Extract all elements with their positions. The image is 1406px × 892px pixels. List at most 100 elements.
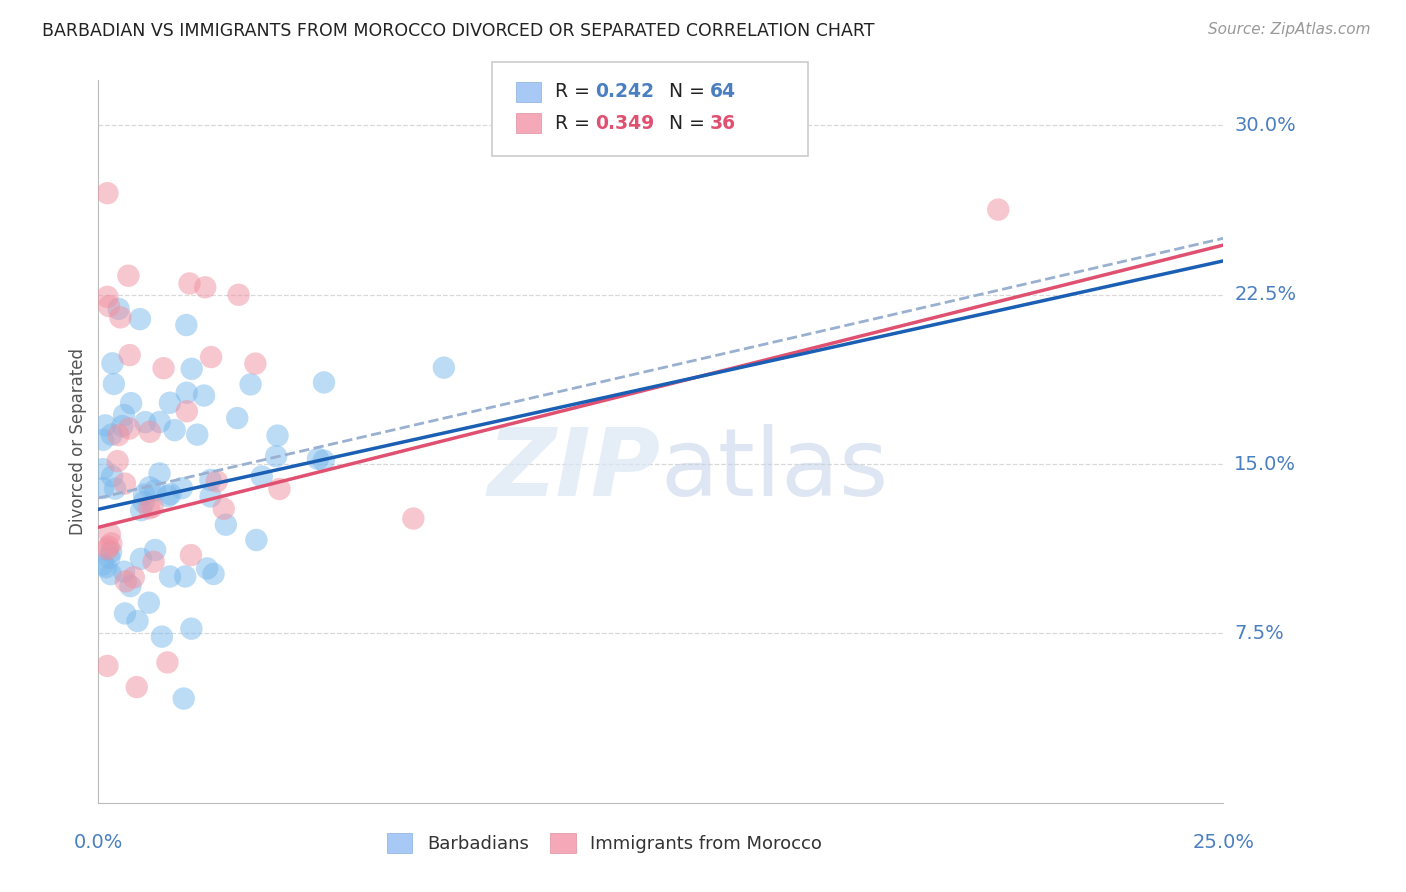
Point [122, 570, 145, 584]
Point [312, 453, 335, 467]
Point [118, 421, 141, 435]
Text: ZIP: ZIP [488, 425, 661, 516]
Point [180, 622, 202, 636]
Text: 30.0%: 30.0% [1234, 116, 1296, 135]
Text: 64: 64 [710, 82, 735, 102]
Point [91, 558, 114, 572]
Point [101, 356, 124, 370]
Text: BARBADIAN VS IMMIGRANTS FROM MOROCCO DIVORCED OR SEPARATED CORRELATION CHART: BARBADIAN VS IMMIGRANTS FROM MOROCCO DIV… [42, 22, 875, 40]
Text: N =: N = [657, 82, 710, 102]
Point [152, 361, 174, 376]
Point [114, 574, 136, 589]
Point [138, 501, 160, 516]
Text: Source: ZipAtlas.com: Source: ZipAtlas.com [1208, 22, 1371, 37]
Point [245, 533, 267, 547]
Point [91, 462, 114, 476]
Point [264, 449, 287, 463]
Point [143, 483, 166, 498]
Text: 15.0%: 15.0% [1234, 455, 1296, 474]
Point [987, 202, 1010, 217]
Point [226, 411, 249, 425]
Point [180, 548, 202, 562]
Point [307, 451, 329, 466]
Point [104, 482, 127, 496]
Point [173, 691, 195, 706]
Point [138, 596, 160, 610]
Point [269, 482, 291, 496]
Point [129, 312, 152, 326]
Point [150, 630, 173, 644]
Text: atlas: atlas [661, 425, 889, 516]
Text: 0.242: 0.242 [595, 82, 654, 102]
Point [118, 348, 141, 362]
Point [180, 361, 202, 376]
Point [101, 469, 124, 483]
Point [96, 659, 118, 673]
Point [202, 566, 225, 581]
Point [100, 567, 122, 582]
Point [100, 545, 122, 559]
Text: R =: R = [555, 82, 596, 102]
Point [170, 481, 193, 495]
Point [120, 579, 142, 593]
Point [94, 418, 117, 433]
Point [96, 186, 118, 201]
Point [114, 607, 136, 621]
Point [433, 360, 456, 375]
Point [111, 419, 134, 434]
Point [98, 550, 121, 565]
Point [129, 551, 152, 566]
Point [149, 415, 172, 429]
Point [194, 280, 217, 294]
Point [266, 428, 288, 442]
Point [176, 385, 198, 400]
Point [110, 310, 132, 325]
Point [132, 495, 155, 509]
Text: 22.5%: 22.5% [1234, 285, 1296, 304]
Point [107, 428, 129, 442]
Text: 0.349: 0.349 [595, 113, 654, 133]
Point [112, 565, 135, 579]
Point [91, 481, 114, 495]
Point [215, 517, 238, 532]
Point [103, 376, 125, 391]
Point [159, 569, 181, 583]
Point [193, 388, 215, 402]
Point [143, 543, 166, 558]
Point [174, 569, 197, 583]
Text: N =: N = [657, 113, 710, 133]
Point [200, 489, 222, 503]
Point [156, 656, 179, 670]
Point [100, 536, 122, 550]
Point [120, 396, 142, 410]
Point [159, 487, 181, 501]
Point [250, 469, 273, 483]
Point [200, 473, 222, 487]
Point [96, 542, 118, 557]
Point [156, 489, 179, 503]
Point [134, 415, 156, 429]
Point [96, 290, 118, 304]
Text: 7.5%: 7.5% [1234, 624, 1284, 643]
Text: 25.0%: 25.0% [1192, 833, 1254, 853]
Point [98, 527, 121, 541]
Point [129, 503, 152, 517]
Point [142, 500, 165, 514]
Text: R =: R = [555, 113, 596, 133]
Point [132, 487, 155, 501]
Point [148, 467, 170, 481]
Point [163, 423, 186, 437]
Point [91, 433, 114, 447]
Point [312, 376, 335, 390]
Text: 36: 36 [710, 113, 737, 133]
Point [179, 277, 201, 291]
Point [139, 425, 162, 439]
Point [100, 427, 122, 442]
Point [195, 561, 218, 575]
Point [205, 475, 228, 489]
Point [107, 301, 129, 316]
Point [94, 560, 117, 574]
Point [159, 396, 181, 410]
Point [97, 540, 120, 554]
Point [228, 287, 250, 301]
